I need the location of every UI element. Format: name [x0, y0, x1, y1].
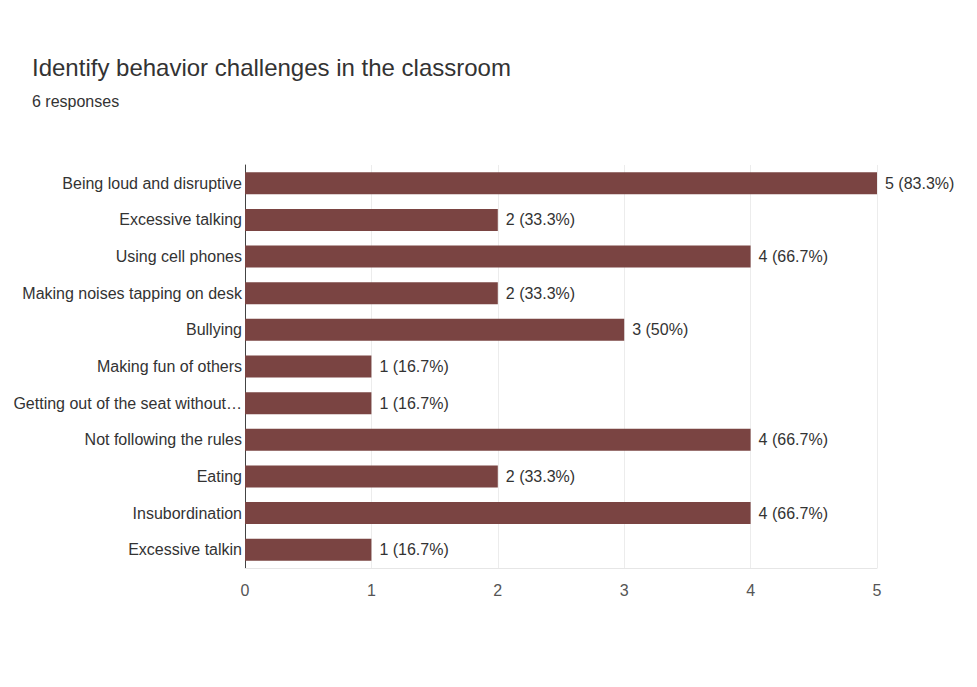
- svg-text:1 (16.7%): 1 (16.7%): [379, 541, 448, 558]
- svg-text:0: 0: [241, 582, 250, 599]
- svg-text:Bullying: Bullying: [186, 321, 242, 338]
- svg-text:4 (66.7%): 4 (66.7%): [759, 431, 828, 448]
- svg-text:Using cell phones: Using cell phones: [116, 248, 242, 265]
- svg-text:Identify behavior challenges i: Identify behavior challenges in the clas…: [32, 54, 511, 81]
- svg-text:1 (16.7%): 1 (16.7%): [379, 358, 448, 375]
- svg-text:1: 1: [367, 582, 376, 599]
- svg-text:2 (33.3%): 2 (33.3%): [506, 211, 575, 228]
- svg-text:2: 2: [493, 582, 502, 599]
- svg-text:3: 3: [620, 582, 629, 599]
- svg-text:Being loud and disruptive: Being loud and disruptive: [62, 175, 242, 192]
- svg-text:Excessive talkin: Excessive talkin: [128, 541, 242, 558]
- svg-text:3 (50%): 3 (50%): [632, 321, 688, 338]
- svg-text:Making fun of others: Making fun of others: [97, 358, 242, 375]
- svg-text:2 (33.3%): 2 (33.3%): [506, 285, 575, 302]
- svg-text:Not following the rules: Not following the rules: [85, 431, 242, 448]
- svg-text:Eating: Eating: [197, 468, 242, 485]
- svg-text:Making noises tapping on desk: Making noises tapping on desk: [22, 285, 243, 302]
- svg-text:Insubordination: Insubordination: [133, 505, 242, 522]
- svg-text:6 responses: 6 responses: [32, 93, 119, 110]
- svg-text:Getting out of the seat withou: Getting out of the seat without…: [13, 395, 242, 412]
- svg-text:1 (16.7%): 1 (16.7%): [379, 395, 448, 412]
- svg-text:4: 4: [746, 582, 755, 599]
- svg-text:4 (66.7%): 4 (66.7%): [759, 505, 828, 522]
- svg-text:2 (33.3%): 2 (33.3%): [506, 468, 575, 485]
- svg-text:4 (66.7%): 4 (66.7%): [759, 248, 828, 265]
- svg-text:5 (83.3%): 5 (83.3%): [885, 175, 954, 192]
- svg-text:5: 5: [873, 582, 882, 599]
- svg-text:Excessive talking: Excessive talking: [119, 211, 242, 228]
